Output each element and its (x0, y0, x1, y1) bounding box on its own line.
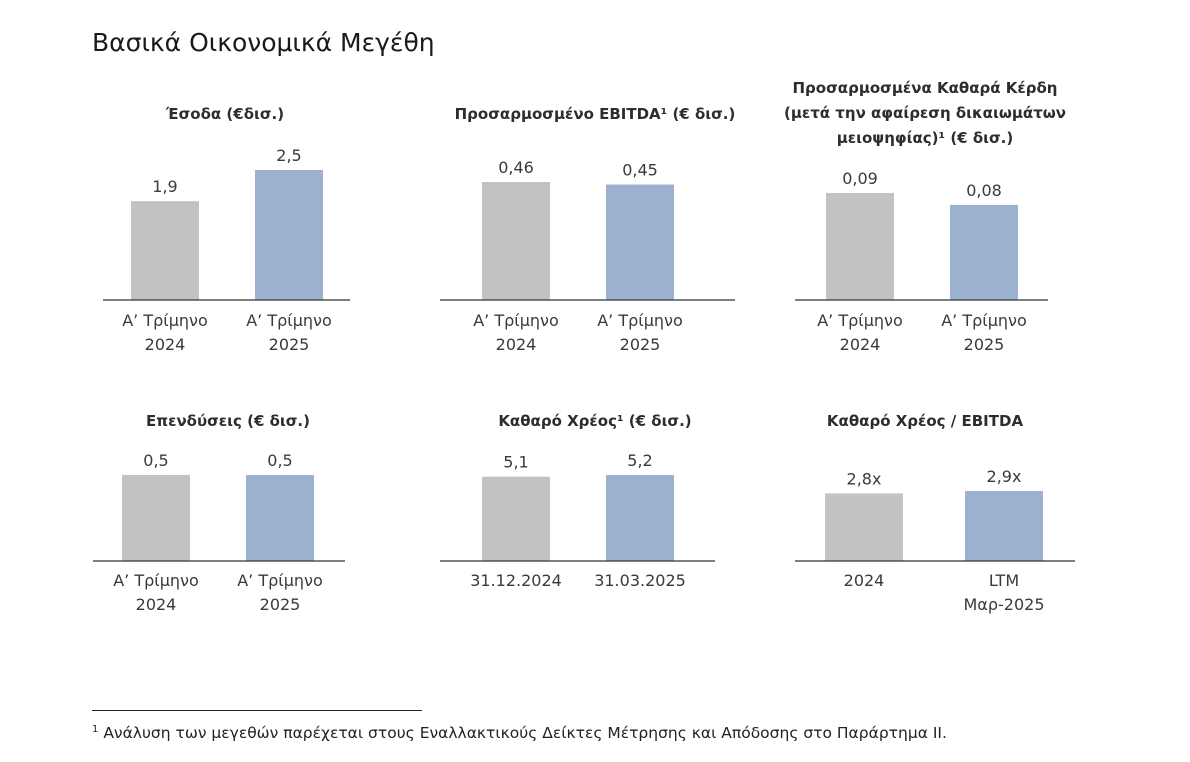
category-label: 2024 (136, 595, 177, 614)
chart-title-line: Προσαρμοσμένα Καθαρά Κέρδη (793, 79, 1058, 97)
bar-value-label: 2,9x (987, 467, 1022, 486)
category-label: 2024 (844, 571, 885, 590)
category-label: Α’ Τρίμηνο (817, 311, 903, 330)
footnote-text: Ανάλυση των μεγεθών παρέχεται στους Εναλ… (103, 724, 947, 743)
bar-value-label: 0,5 (143, 451, 168, 470)
category-label: Α’ Τρίμηνο (122, 311, 208, 330)
chart-title-line: μειοψηφίας)¹ (€ δισ.) (837, 129, 1013, 147)
bar-value-label: 2,5 (276, 146, 301, 165)
bar-current-period (255, 170, 323, 300)
bar-value-label: 0,45 (622, 161, 658, 180)
bar-current-period (246, 475, 314, 561)
category-label: Α’ Τρίμηνο (237, 571, 323, 590)
bar-value-label: 0,08 (966, 181, 1002, 200)
chart-net-debt: Καθαρό Χρέος¹ (€ δισ.) 5,1 31.12.2024 5,2 31… (440, 412, 715, 590)
bar-prior-period (482, 182, 550, 300)
category-label: Α’ Τρίμηνο (597, 311, 683, 330)
bar-value-label: 5,2 (627, 451, 652, 470)
category-label: LTM (989, 571, 1019, 590)
bar-value-label: 0,5 (267, 451, 292, 470)
bar-value-label: 0,09 (842, 169, 878, 188)
chart-adjusted-net-profit: Προσαρμοσμένα Καθαρά Κέρδη (μετά την αφαί… (784, 79, 1066, 354)
footnote: 1 Ανάλυση των μεγεθών παρέχεται στους Εν… (92, 724, 947, 742)
category-label: Α’ Τρίμηνο (941, 311, 1027, 330)
category-label: 31.12.2024 (470, 571, 562, 590)
bar-value-label: 2,8x (847, 469, 882, 488)
chart-title-line: Επενδύσεις (€ δισ.) (146, 412, 310, 430)
category-label: Α’ Τρίμηνο (113, 571, 199, 590)
category-label: Α’ Τρίμηνο (246, 311, 332, 330)
category-label: 2025 (260, 595, 301, 614)
bar-prior-period (825, 493, 903, 561)
category-label: 2025 (964, 335, 1005, 354)
chart-investments: Επενδύσεις (€ δισ.) 0,5 Α’ Τρίμηνο 2024 0,5 Α… (93, 412, 345, 614)
category-label: 2025 (620, 335, 661, 354)
bar-current-period (965, 491, 1043, 561)
chart-adjusted-ebitda: Προσαρμοσμένο EBITDA¹ (€ δισ.) 0,46 Α’ Τρί… (440, 105, 736, 354)
footnote-divider (92, 710, 422, 711)
category-label: 2024 (496, 335, 537, 354)
bar-prior-period (131, 201, 199, 300)
bar-value-label: 5,1 (503, 453, 528, 472)
category-label: Μαρ-2025 (964, 595, 1045, 614)
chart-title-line: Έσοδα (€δισ.) (165, 105, 284, 123)
bar-prior-period (122, 475, 190, 561)
bar-value-label: 1,9 (152, 177, 177, 196)
bar-current-period (606, 475, 674, 561)
category-label: 2024 (840, 335, 881, 354)
chart-net-debt-to-ebitda: Καθαρό Χρέος / EBITDA 2,8x 2024 2,9x LTM Μαρ-… (795, 412, 1075, 614)
category-label: 2025 (269, 335, 310, 354)
bar-value-label: 0,46 (498, 158, 534, 177)
page-title: Βασικά Οικονομικά Μεγέθη (92, 28, 435, 57)
bar-current-period (606, 184, 674, 300)
category-label: Α’ Τρίμηνο (473, 311, 559, 330)
category-label: 31.03.2025 (594, 571, 686, 590)
chart-title-line: (μετά την αφαίρεση δικαιωμάτων (784, 104, 1066, 122)
bar-prior-period (826, 193, 894, 300)
footnote-marker: 1 (92, 724, 99, 735)
bar-current-period (950, 204, 1018, 300)
category-label: 2024 (145, 335, 186, 354)
chart-revenue: Έσοδα (€δισ.) 1,9 Α’ Τρίμηνο 2024 2,5 Α’ Τρίμ… (103, 105, 350, 354)
chart-title-line: Προσαρμοσμένο EBITDA¹ (€ δισ.) (455, 105, 736, 123)
bar-prior-period (482, 476, 550, 561)
chart-title-line: Καθαρό Χρέος¹ (€ δισ.) (498, 412, 691, 430)
chart-title-line: Καθαρό Χρέος / EBITDA (827, 412, 1024, 430)
